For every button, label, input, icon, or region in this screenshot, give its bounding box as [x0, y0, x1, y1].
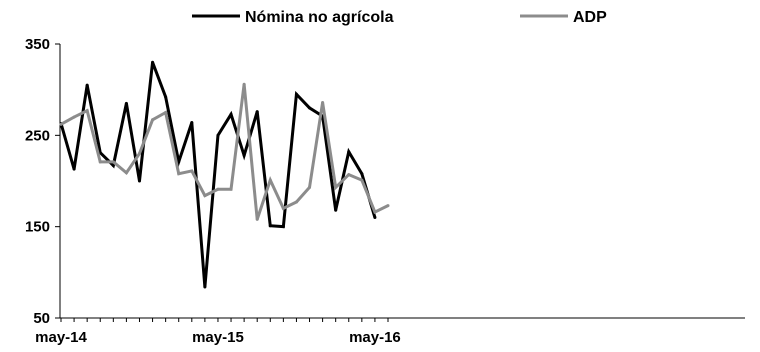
- y-tick-label: 150: [25, 219, 50, 236]
- data-point-series-2: [242, 82, 246, 86]
- data-point-series-1: [373, 216, 377, 220]
- data-point-series-1: [255, 110, 259, 114]
- data-point-series-2: [111, 160, 115, 164]
- data-point-series-2: [124, 171, 128, 175]
- series-line-2: [60, 84, 389, 220]
- data-point-series-2: [360, 178, 364, 182]
- legend-label-1: Nómina no agrícola: [245, 9, 394, 26]
- legend: Nómina no agrícola ADP: [192, 9, 607, 26]
- x-tick-label: may-14: [35, 329, 87, 346]
- y-tick-label: 350: [25, 36, 50, 53]
- data-point-series-2: [72, 115, 76, 119]
- data-point-series-2: [203, 194, 207, 198]
- data-point-series-2: [151, 118, 155, 122]
- data-point-series-2: [334, 185, 338, 189]
- data-point-series-2: [281, 206, 285, 210]
- series-line-1: [59, 61, 377, 288]
- y-tick-label: 50: [33, 310, 50, 327]
- data-point-series-2: [373, 210, 377, 214]
- data-point-series-1: [111, 163, 115, 167]
- data-point-series-2: [255, 217, 259, 221]
- data-point-series-2: [347, 173, 351, 177]
- data-point-series-1: [347, 150, 351, 154]
- data-point-series-2: [98, 160, 102, 164]
- data-point-series-2: [164, 111, 168, 114]
- data-point-series-2: [137, 152, 141, 156]
- data-point-series-2: [229, 187, 233, 191]
- data-point-series-1: [294, 92, 298, 96]
- data-point-series-2: [268, 178, 272, 182]
- data-point-series-1: [334, 208, 338, 212]
- data-point-series-2: [59, 122, 63, 126]
- data-point-series-1: [229, 112, 233, 116]
- data-point-series-1: [308, 106, 312, 110]
- x-tick-label: may-15: [192, 329, 244, 346]
- data-point-series-1: [203, 285, 207, 289]
- tick-labels: 50 150 250 350 may-14 may-15 may-16: [25, 36, 401, 346]
- data-point-series-1: [242, 153, 246, 157]
- data-point-series-2: [294, 200, 298, 204]
- data-point-series-2: [190, 169, 194, 173]
- data-point-series-1: [72, 167, 76, 171]
- data-point-series-2: [321, 100, 325, 104]
- data-point-series-1: [177, 160, 181, 164]
- data-point-series-1: [85, 83, 89, 87]
- legend-label-2: ADP: [573, 9, 607, 26]
- data-point-series-1: [281, 225, 285, 229]
- data-point-series-1: [137, 179, 141, 183]
- axes: [55, 43, 745, 322]
- data-point-series-1: [216, 133, 220, 137]
- data-point-series-1: [268, 224, 272, 228]
- data-point-series-2: [85, 109, 89, 113]
- x-tick-label: may-16: [349, 329, 401, 346]
- data-point-series-1: [151, 60, 155, 64]
- y-tick-label: 250: [25, 127, 50, 144]
- data-point-series-1: [190, 121, 194, 125]
- data-point-series-1: [164, 95, 168, 99]
- data-point-series-1: [124, 101, 128, 105]
- data-point-series-2: [216, 187, 220, 191]
- data-point-series-2: [308, 185, 312, 189]
- data-point-series-2: [177, 172, 181, 176]
- data-point-series-2: [386, 204, 390, 208]
- series-lines: [59, 60, 390, 289]
- data-point-series-1: [360, 172, 364, 176]
